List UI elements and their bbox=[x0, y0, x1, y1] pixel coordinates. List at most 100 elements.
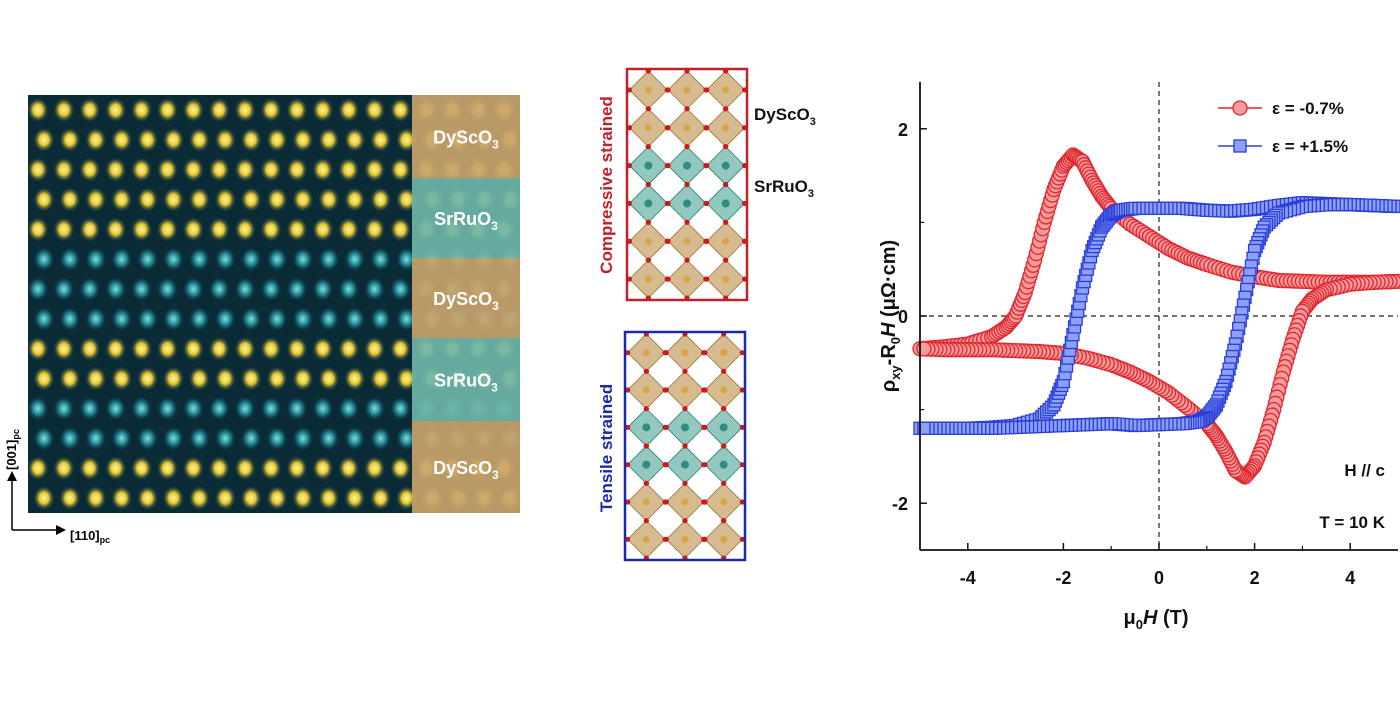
oxygen-atom bbox=[663, 350, 669, 356]
atom-column bbox=[389, 97, 412, 123]
legend-marker-circle bbox=[1232, 100, 1248, 116]
atom-column bbox=[337, 336, 360, 362]
atom-column bbox=[162, 366, 185, 392]
atom-column bbox=[130, 395, 153, 422]
annotation-field: H // c bbox=[1344, 461, 1385, 480]
atom-column bbox=[110, 425, 133, 451]
structure-panel: Compressive strained Tensile strained Dy… bbox=[540, 0, 870, 700]
hall-chart: -4 -2 0 2 4 -2 0 2 μ0H (T) ρxy-R0H (μΩ·cm) ε = … bbox=[878, 82, 1400, 632]
annotation-temperature: T = 10 K bbox=[1319, 513, 1385, 532]
atom-column bbox=[208, 276, 231, 302]
tick-labels: -4 -2 0 2 4 -2 0 2 bbox=[892, 120, 1355, 588]
atom-column bbox=[27, 97, 49, 123]
atom-column bbox=[240, 306, 262, 332]
oxygen-atom bbox=[704, 276, 710, 282]
oxygen-atom bbox=[645, 106, 651, 112]
oxygen-atom bbox=[739, 424, 745, 430]
legend-label: ε = -0.7% bbox=[1272, 99, 1344, 118]
oxygen-atom bbox=[739, 499, 745, 505]
atom-column bbox=[292, 127, 314, 153]
atom-column bbox=[27, 157, 49, 183]
atom-column bbox=[389, 336, 412, 362]
atom-column bbox=[240, 425, 262, 451]
oxygen-atom bbox=[702, 536, 708, 542]
atom-column bbox=[286, 395, 308, 422]
cation bbox=[642, 386, 650, 394]
cation bbox=[642, 349, 650, 357]
atom-column bbox=[317, 127, 340, 153]
atom-column bbox=[286, 276, 308, 302]
atom-column bbox=[136, 425, 159, 451]
oxygen-atom bbox=[684, 106, 690, 112]
oxygen-atom bbox=[643, 368, 649, 374]
atom-column bbox=[343, 425, 366, 451]
oxygen-atom bbox=[721, 368, 727, 374]
atom-column bbox=[317, 485, 340, 511]
atom-column bbox=[84, 306, 107, 332]
cation bbox=[683, 124, 691, 132]
atom-column bbox=[337, 455, 360, 481]
atom-column bbox=[266, 127, 288, 153]
oxygen-atom bbox=[663, 462, 669, 468]
atom-column bbox=[78, 157, 101, 183]
atom-column bbox=[208, 97, 231, 123]
cation bbox=[719, 423, 728, 432]
atom-column bbox=[260, 276, 282, 302]
atom-column bbox=[266, 366, 288, 392]
cation bbox=[683, 86, 691, 94]
atom-column bbox=[240, 246, 262, 272]
atom-column bbox=[395, 246, 418, 272]
atom-column bbox=[343, 366, 366, 392]
legend-label: ε = +1.5% bbox=[1272, 137, 1348, 156]
atom-column bbox=[136, 127, 159, 153]
atom-column bbox=[78, 276, 101, 302]
atom-column bbox=[214, 485, 237, 511]
oxygen-atom bbox=[739, 462, 745, 468]
atom-column bbox=[389, 157, 412, 183]
cation bbox=[644, 199, 653, 208]
atom-column bbox=[395, 425, 418, 451]
atom-column bbox=[130, 216, 153, 242]
atom-column bbox=[369, 306, 392, 332]
atom-column bbox=[84, 127, 107, 153]
atom-column bbox=[395, 186, 418, 213]
atom-column bbox=[156, 157, 179, 183]
atom-column bbox=[136, 246, 159, 272]
atom-column bbox=[260, 157, 282, 183]
atom-column bbox=[337, 216, 360, 242]
zero-lines bbox=[920, 82, 1398, 550]
oxygen-atom bbox=[721, 518, 727, 524]
atom-column bbox=[52, 395, 75, 422]
atom-column bbox=[78, 455, 101, 481]
atom-column bbox=[182, 216, 205, 242]
oxygen-atom bbox=[723, 181, 729, 188]
atom-column bbox=[58, 485, 81, 511]
tensile-structure bbox=[625, 331, 745, 561]
atom-column bbox=[110, 366, 133, 392]
atom-column bbox=[208, 157, 231, 183]
layer-label: DyScO3 bbox=[433, 128, 499, 152]
y-tick-label: 2 bbox=[898, 120, 908, 140]
cation bbox=[720, 535, 728, 543]
oxygen-atom bbox=[625, 462, 631, 468]
x-tick-label: 4 bbox=[1345, 568, 1355, 588]
atom-column bbox=[104, 336, 127, 362]
oxygen-atom bbox=[682, 368, 688, 374]
atom-column bbox=[389, 216, 412, 242]
cation bbox=[642, 423, 651, 432]
atom-column bbox=[395, 306, 418, 332]
atom-column bbox=[234, 97, 256, 123]
oxygen-atom bbox=[739, 536, 745, 542]
cation bbox=[683, 161, 691, 170]
atom-column bbox=[240, 366, 262, 392]
atom-column bbox=[337, 157, 360, 183]
oxygen-atom bbox=[645, 257, 651, 263]
axis-arrows bbox=[11, 478, 58, 531]
atom-column bbox=[162, 306, 185, 332]
atom-column bbox=[234, 336, 256, 362]
atom-column bbox=[266, 306, 288, 332]
atom-column bbox=[110, 485, 133, 511]
oxygen-atom bbox=[625, 499, 631, 505]
atom-column bbox=[136, 186, 159, 213]
atom-column bbox=[33, 186, 55, 213]
